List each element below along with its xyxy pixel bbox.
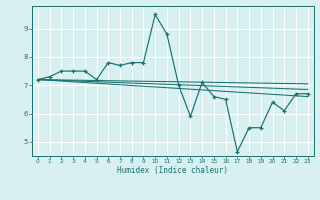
X-axis label: Humidex (Indice chaleur): Humidex (Indice chaleur) <box>117 166 228 175</box>
